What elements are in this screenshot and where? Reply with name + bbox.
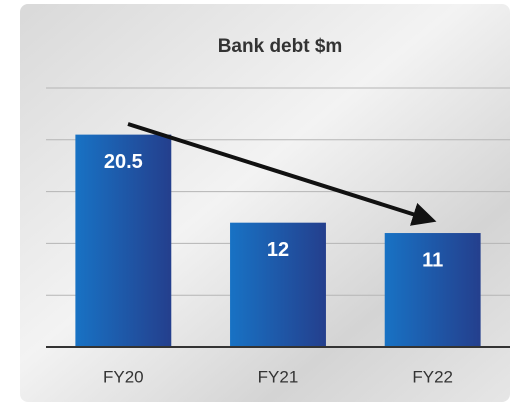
- x-tick-label: FY21: [258, 367, 299, 386]
- value-label: 11: [422, 249, 443, 271]
- bar: [384, 233, 481, 347]
- chart-title: Bank debt $m: [218, 36, 343, 57]
- bar: [230, 222, 326, 347]
- x-tick-label: FY20: [103, 367, 144, 386]
- value-label: 20.5: [104, 151, 143, 173]
- bar: [75, 134, 172, 347]
- x-tick-label: FY22: [412, 367, 453, 386]
- trend-arrow: [127, 122, 437, 226]
- value-label: 12: [267, 239, 289, 261]
- bars: 20.5 12 11: [75, 134, 481, 347]
